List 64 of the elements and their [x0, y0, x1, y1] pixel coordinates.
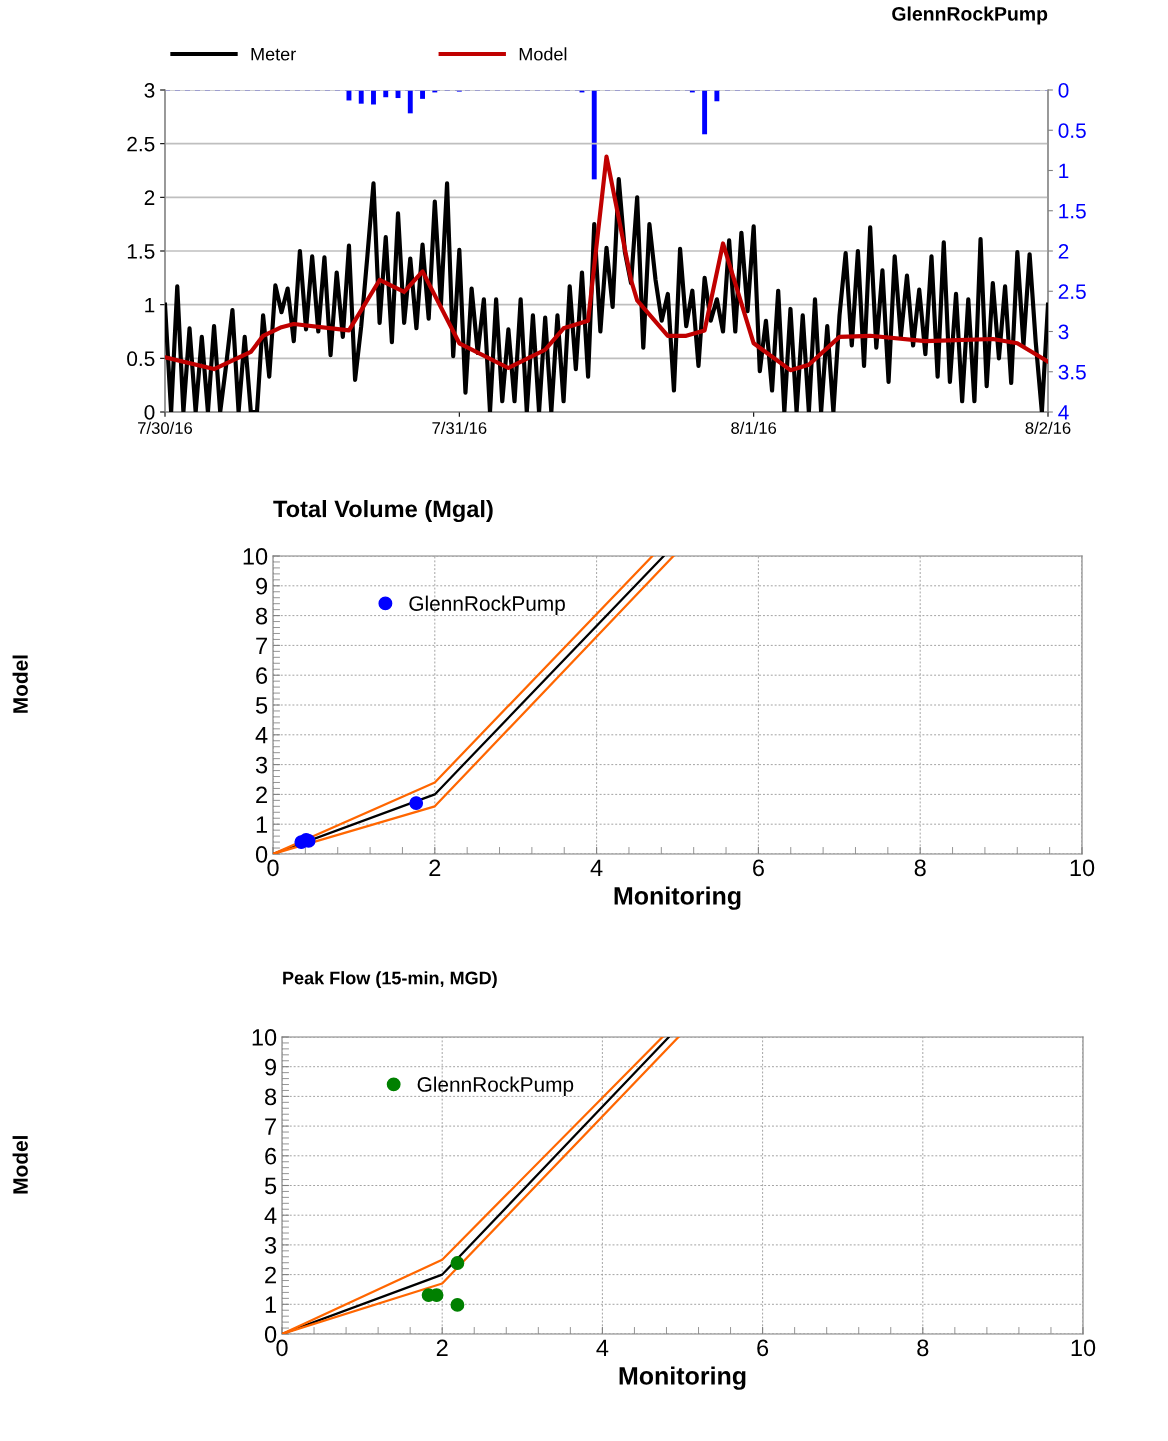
y-tick-label: 5: [264, 1177, 277, 1195]
x-tick-label: 4: [596, 1339, 609, 1356]
x-tick-label: 10: [1071, 1339, 1096, 1357]
y-tick-label: 1: [256, 816, 267, 833]
y-tick-label: 8: [256, 607, 268, 625]
x-axis-title: Monitoring: [619, 1366, 746, 1390]
chart-title: GlennRockPump: [892, 6, 1048, 25]
y-tick-label: 0: [144, 405, 155, 420]
y2-tick-label: 1: [1059, 163, 1069, 179]
chart-title: Peak Flow (15-min, MGD): [283, 971, 497, 988]
y-tick-label: 1.5: [127, 244, 155, 259]
y-tick-label: 4: [255, 727, 268, 744]
y-tick-label: 6: [256, 667, 268, 684]
y-tick-label: 10: [252, 1029, 277, 1046]
x-tick-label: 0: [276, 1339, 288, 1357]
y-tick-label: 7: [256, 637, 267, 654]
x-tick-label: 8: [914, 859, 926, 877]
x-tick-label: 10: [1070, 859, 1095, 877]
legend-label: GlennRockPump: [409, 595, 565, 616]
y2-tick-label: 0: [1058, 83, 1069, 98]
y-tick-label: 0: [255, 846, 268, 863]
y2-tick-label: 1.5: [1059, 203, 1086, 219]
y-tick-label: 5: [255, 697, 268, 714]
x-tick-label: 8/2/16: [1025, 421, 1071, 434]
y2-tick-label: 3: [1058, 324, 1069, 340]
x-tick-label: 8/1/16: [731, 421, 777, 434]
y2-tick-label: 2.5: [1058, 284, 1086, 299]
y2-tick-label: 4: [1058, 405, 1069, 420]
y-tick-label: 3: [264, 1236, 277, 1254]
y-tick-label: 0.5: [127, 351, 155, 367]
y-tick-label: 2.5: [127, 136, 155, 152]
y-tick-label: 2: [256, 786, 267, 803]
y-tick-label: 7: [265, 1118, 276, 1135]
y2-tick-label: 3.5: [1058, 364, 1086, 380]
y-tick-label: 8: [265, 1088, 277, 1106]
y-tick-label: 9: [256, 577, 268, 595]
y-tick-label: 6: [265, 1147, 277, 1165]
y2-tick-label: 2: [1058, 244, 1069, 259]
legend-label: Model: [519, 47, 567, 61]
y-tick-label: 9: [265, 1058, 277, 1076]
y-tick-label: 1: [265, 1296, 276, 1313]
y-tick-label: 2: [265, 1266, 276, 1284]
x-tick-label: 7/31/16: [432, 421, 487, 434]
y-tick-label: 2: [144, 190, 155, 205]
x-tick-label: 2: [436, 1339, 448, 1356]
x-tick-label: 8: [917, 1339, 929, 1357]
y-axis-title: Model: [12, 655, 28, 713]
x-tick-label: 6: [753, 859, 764, 877]
x-tick-label: 6: [757, 1339, 769, 1357]
y-axis-title: Model: [12, 1136, 28, 1194]
x-tick-label: 4: [590, 859, 603, 876]
y-tick-label: 3: [144, 83, 155, 98]
y2-tick-label: 0.5: [1058, 123, 1086, 138]
x-tick-label: 7/30/16: [138, 421, 193, 434]
chart-title: Total Volume (Mgal): [273, 500, 493, 523]
y-tick-label: 0: [264, 1326, 277, 1343]
legend-label: GlennRockPump: [417, 1076, 574, 1096]
x-axis-title: Monitoring: [614, 886, 741, 910]
y-tick-label: 3: [255, 756, 268, 774]
y-tick-label: 10: [243, 548, 268, 565]
y-tick-label: 1: [145, 297, 155, 313]
x-tick-label: 2: [429, 859, 441, 876]
y-tick-label: 4: [264, 1207, 277, 1224]
legend-label: Meter: [251, 47, 296, 61]
